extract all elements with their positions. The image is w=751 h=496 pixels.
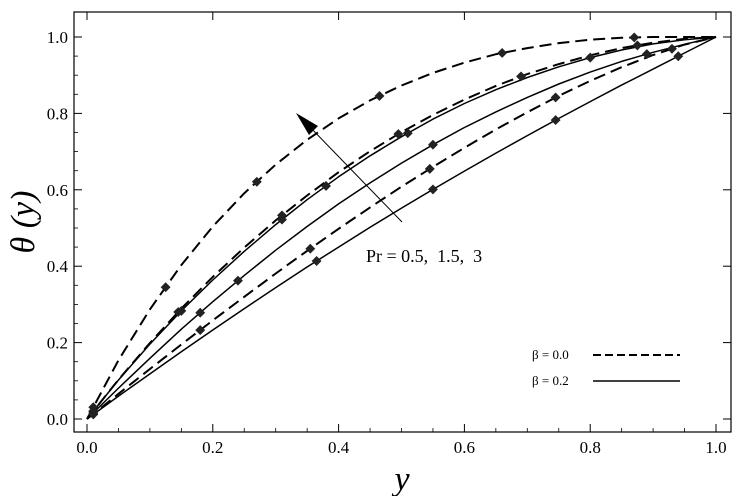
x-tick-label: 0.0 bbox=[76, 438, 97, 457]
curve-marker bbox=[428, 184, 438, 195]
curve-marker bbox=[277, 214, 287, 225]
pr-direction-arrow-shaft bbox=[306, 123, 403, 223]
x-tick-label: 0.2 bbox=[202, 438, 223, 457]
y-tick-label: 0.2 bbox=[47, 334, 68, 353]
curve-marker bbox=[667, 43, 677, 54]
curve-marker bbox=[641, 49, 652, 60]
curve-markers bbox=[88, 32, 684, 420]
curve-marker bbox=[321, 181, 331, 191]
curve-marker bbox=[424, 163, 435, 174]
legend-label-beta-02: β = 0.2 bbox=[532, 373, 569, 388]
curve-beta-02-pr-1_5 bbox=[86, 36, 717, 420]
plot-frame bbox=[73, 11, 732, 433]
curve-marker bbox=[374, 90, 385, 101]
pr-annotation: Pr = 0.5, 1.5, 3 bbox=[366, 246, 482, 266]
curve-marker bbox=[516, 71, 526, 82]
curve-beta-0-pr-3 bbox=[86, 36, 716, 420]
curve-marker bbox=[305, 243, 316, 254]
curve-marker bbox=[497, 48, 508, 58]
curves bbox=[86, 36, 717, 420]
y-tick-label: 0.0 bbox=[47, 410, 68, 429]
x-tick-label: 0.8 bbox=[580, 438, 601, 457]
legend-label-beta-0: β = 0.0 bbox=[532, 347, 569, 362]
curve-marker bbox=[550, 92, 561, 103]
y-tick-label: 0.4 bbox=[47, 257, 69, 276]
curve-marker bbox=[393, 129, 404, 139]
curve-beta-02-pr-3 bbox=[86, 36, 717, 420]
curve-marker bbox=[195, 307, 206, 318]
curve-marker bbox=[585, 52, 596, 63]
curve-marker bbox=[195, 325, 206, 336]
legend: β = 0.0 β = 0.2 bbox=[532, 347, 680, 388]
curve-beta-02-pr-0_5 bbox=[86, 36, 717, 420]
curve-beta-0-pr-1_5 bbox=[86, 36, 717, 420]
x-axis-title: y bbox=[391, 461, 410, 496]
x-tick-label: 1.0 bbox=[705, 438, 726, 457]
curve-beta-0-pr-0_5 bbox=[86, 36, 717, 420]
curve-marker bbox=[550, 115, 561, 126]
curve-marker bbox=[673, 51, 684, 62]
y-tick-label: 1.0 bbox=[47, 28, 68, 47]
axis-ticks: 0.0 0.2 0.4 0.6 0.8 1.0 0.0 0.2 0.4 0.6 0.8 1.0 bbox=[47, 12, 731, 457]
curve-marker bbox=[402, 128, 413, 139]
y-axis-title: θ (y) bbox=[5, 191, 42, 254]
curve-marker bbox=[629, 32, 640, 43]
curve-marker bbox=[176, 305, 187, 316]
curve-marker bbox=[311, 256, 322, 266]
curve-marker bbox=[428, 139, 438, 150]
pr-direction-arrow-head bbox=[296, 113, 318, 135]
curve-marker bbox=[233, 275, 243, 286]
y-tick-label: 0.6 bbox=[47, 181, 68, 200]
x-tick-label: 0.6 bbox=[454, 438, 475, 457]
curve-marker bbox=[632, 40, 643, 51]
y-tick-label: 0.8 bbox=[47, 104, 68, 123]
curve-marker bbox=[160, 282, 171, 293]
x-tick-label: 0.4 bbox=[328, 438, 350, 457]
